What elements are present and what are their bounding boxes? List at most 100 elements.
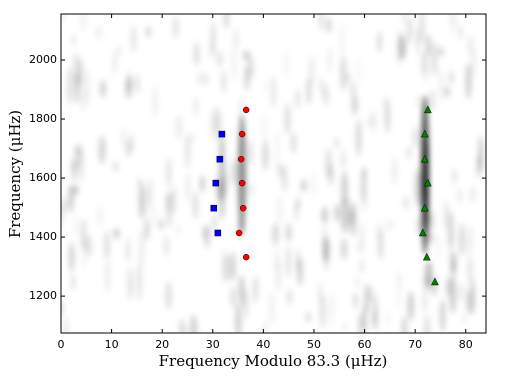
noise-blob xyxy=(71,161,77,183)
noise-blob xyxy=(189,314,197,333)
x-tick-label: 30 xyxy=(206,338,220,351)
triangle-marker xyxy=(420,154,429,163)
noise-blob xyxy=(194,96,198,117)
noise-blob xyxy=(243,50,250,61)
noise-blob xyxy=(465,289,472,315)
noise-blob xyxy=(82,239,87,270)
noise-blob xyxy=(311,171,317,198)
noise-blob xyxy=(296,196,300,211)
noise-blob xyxy=(138,177,142,189)
y-tick-label: 1200 xyxy=(29,289,57,302)
x-tick-label: 0 xyxy=(58,338,65,351)
noise-blob xyxy=(86,234,92,257)
noise-blob xyxy=(224,253,231,283)
circle-marker xyxy=(238,130,246,138)
noise-blob xyxy=(71,184,79,196)
x-tick-label: 20 xyxy=(155,338,169,351)
noise-blob xyxy=(166,191,172,229)
noise-blob xyxy=(153,85,157,117)
noise-blob xyxy=(428,231,435,245)
noise-blob xyxy=(340,149,346,170)
noise-blob xyxy=(319,294,326,329)
noise-blob xyxy=(281,164,288,193)
noise-blob xyxy=(462,312,466,325)
noise-blob xyxy=(438,46,444,57)
noise-blob xyxy=(135,73,140,94)
noise-blob xyxy=(457,188,463,204)
noise-blob xyxy=(272,223,279,245)
noise-blob xyxy=(373,294,378,332)
noise-blob xyxy=(351,95,358,115)
noise-blob xyxy=(339,55,347,91)
noise-blob xyxy=(401,14,408,25)
x-tick-label: 60 xyxy=(358,338,372,351)
noise-blob xyxy=(407,17,413,44)
noise-blob xyxy=(366,117,373,128)
noise-blob xyxy=(357,312,365,333)
noise-blob xyxy=(334,203,340,222)
noise-blob xyxy=(452,168,457,185)
y-tick-label: 2000 xyxy=(29,53,57,66)
square-marker xyxy=(210,204,218,212)
noise-blob xyxy=(185,132,190,169)
power-background xyxy=(61,14,484,333)
noise-blob xyxy=(224,14,229,29)
noise-blob xyxy=(171,185,176,215)
noise-blob xyxy=(440,298,446,333)
noise-blob xyxy=(340,238,348,260)
square-marker xyxy=(216,155,224,163)
noise-blob xyxy=(346,197,351,234)
noise-blob xyxy=(61,14,66,23)
noise-blob xyxy=(401,315,408,333)
noise-blob xyxy=(412,127,419,148)
noise-blob xyxy=(252,275,259,304)
noise-blob xyxy=(471,49,477,77)
noise-blob xyxy=(234,29,239,50)
noise-blob xyxy=(423,314,431,333)
noise-blob xyxy=(286,245,291,279)
x-tick-label: 40 xyxy=(256,338,270,351)
noise-blob xyxy=(230,287,236,307)
noise-blob xyxy=(248,242,254,261)
noise-blob xyxy=(350,201,357,238)
noise-blob xyxy=(438,68,445,102)
noise-blob xyxy=(244,64,250,91)
noise-blob xyxy=(425,34,431,57)
noise-blob xyxy=(166,157,171,188)
noise-blob xyxy=(327,46,333,74)
noise-blob xyxy=(457,282,465,301)
noise-blob xyxy=(385,97,390,134)
noise-blob xyxy=(328,163,334,186)
noise-blob xyxy=(137,262,142,301)
circle-marker xyxy=(239,204,247,212)
noise-blob xyxy=(369,285,373,303)
noise-blob xyxy=(67,67,73,105)
noise-blob xyxy=(151,203,157,227)
noise-blob xyxy=(121,128,127,146)
noise-blob xyxy=(364,283,370,313)
noise-blob xyxy=(96,25,102,40)
noise-blob xyxy=(232,44,236,82)
y-tick-label: 1600 xyxy=(29,171,57,184)
noise-blob xyxy=(421,51,429,74)
noise-blob xyxy=(186,171,190,202)
x-tick-label: 80 xyxy=(459,338,473,351)
noise-blob xyxy=(230,251,237,281)
triangle-marker xyxy=(422,252,431,261)
circle-marker xyxy=(238,179,246,187)
noise-blob xyxy=(192,191,199,220)
noise-blob xyxy=(407,146,411,159)
triangle-marker xyxy=(430,277,439,286)
noise-blob xyxy=(158,218,164,231)
noise-blob xyxy=(418,14,425,43)
noise-blob xyxy=(80,14,87,32)
noise-blob xyxy=(444,86,450,98)
noise-blob xyxy=(249,139,253,165)
noise-blob xyxy=(276,195,283,225)
noise-blob xyxy=(198,71,202,86)
noise-blob xyxy=(403,195,410,210)
noise-blob xyxy=(448,70,455,85)
noise-blob xyxy=(113,227,120,239)
noise-blob xyxy=(356,241,363,255)
